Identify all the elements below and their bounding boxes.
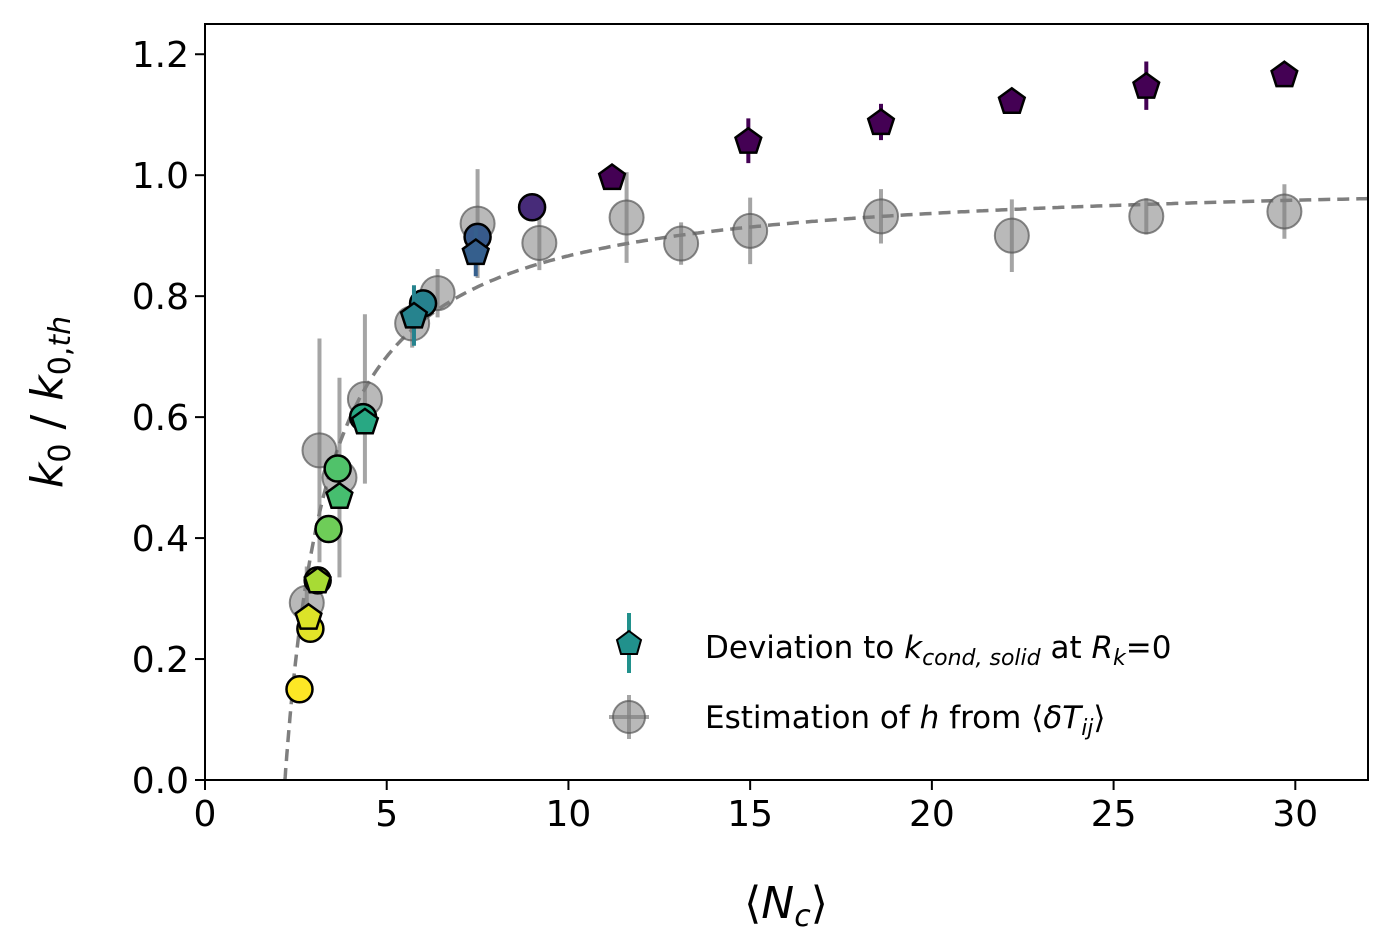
gray-circle-point [1266, 193, 1303, 230]
y-tick-label: 0.8 [132, 277, 189, 318]
viridis-circle-point [323, 454, 352, 483]
gray-circle-point [663, 225, 700, 262]
pentagon-point [734, 126, 763, 154]
pentagon-point [303, 566, 332, 594]
pentagon-point [1270, 60, 1299, 88]
gray-circle-point [993, 217, 1030, 254]
axes: 0 5 10 15 20 25 30 0.0 0.2 0.4 0.6 0.8 1.0 1.2 [132, 35, 1318, 835]
x-tick-label: 25 [1091, 794, 1137, 835]
x-axis-title-open: ⟨ [744, 878, 761, 929]
plot-frame [204, 23, 1369, 781]
legend: Deviation to kcond, solid at Rk=0 Estima… [609, 613, 1171, 741]
fit-curve [283, 196, 1368, 780]
y-axis-title-var2: k [22, 374, 73, 401]
pentagon-point [597, 162, 627, 191]
y-tick-label: 0.0 [132, 761, 189, 802]
legend-marker-gray-circle [609, 695, 649, 739]
y-axis-title-var: k [22, 461, 73, 488]
y-axis-title-sub2: 0,th [43, 316, 78, 375]
x-tick-label: 20 [909, 794, 955, 835]
viridis-circle-point [285, 675, 314, 704]
gray-circle-point [521, 224, 558, 261]
pentagon-point [866, 107, 896, 136]
legend-marker-pentagon [615, 613, 643, 673]
y-tick-label: 1.2 [132, 35, 189, 76]
y-axis-title-sub: 0 [43, 444, 78, 463]
x-tick-label: 10 [546, 794, 592, 835]
x-axis-title-sub: c [794, 899, 811, 934]
y-tick-label: 0.4 [132, 519, 189, 560]
pentagon-point [461, 237, 491, 266]
pentagon-point [325, 481, 354, 509]
y-tick-label: 0.2 [132, 640, 189, 681]
pentagon-point [997, 86, 1027, 114]
gray-circle-point [732, 212, 769, 249]
x-tick-label: 15 [727, 794, 773, 835]
y-tick-label: 0.6 [132, 398, 189, 439]
y-axis-title-slash: / [22, 401, 73, 444]
pentagon-point [1132, 71, 1161, 99]
plot-area [283, 60, 1368, 780]
y-tick-label: 1.0 [132, 156, 189, 197]
x-axis-title-close: ⟩ [811, 878, 828, 929]
viridis-circle-point [314, 514, 343, 544]
gray-circle-point [1128, 198, 1165, 235]
legend-label-estimation: Estimation of h from ⟨δTij⟩ [705, 700, 1106, 741]
x-axis-title: ⟨Nc⟩ [744, 878, 828, 934]
x-axis-title-var: N [761, 878, 794, 929]
pentagon-point [294, 602, 323, 630]
pentagon-point [350, 407, 380, 435]
legend-label-deviation: Deviation to kcond, solid at Rk=0 [705, 630, 1171, 671]
pentagon-point [399, 301, 429, 329]
viridis-circle-point [517, 193, 547, 222]
x-tick-label: 30 [1272, 794, 1318, 835]
x-tick-label: 5 [375, 794, 398, 835]
x-tick-label: 0 [194, 794, 217, 835]
y-axis-title: k0 / k0,th [22, 316, 78, 488]
gray-circle-point [608, 199, 645, 236]
gray-circle-point [862, 198, 899, 235]
